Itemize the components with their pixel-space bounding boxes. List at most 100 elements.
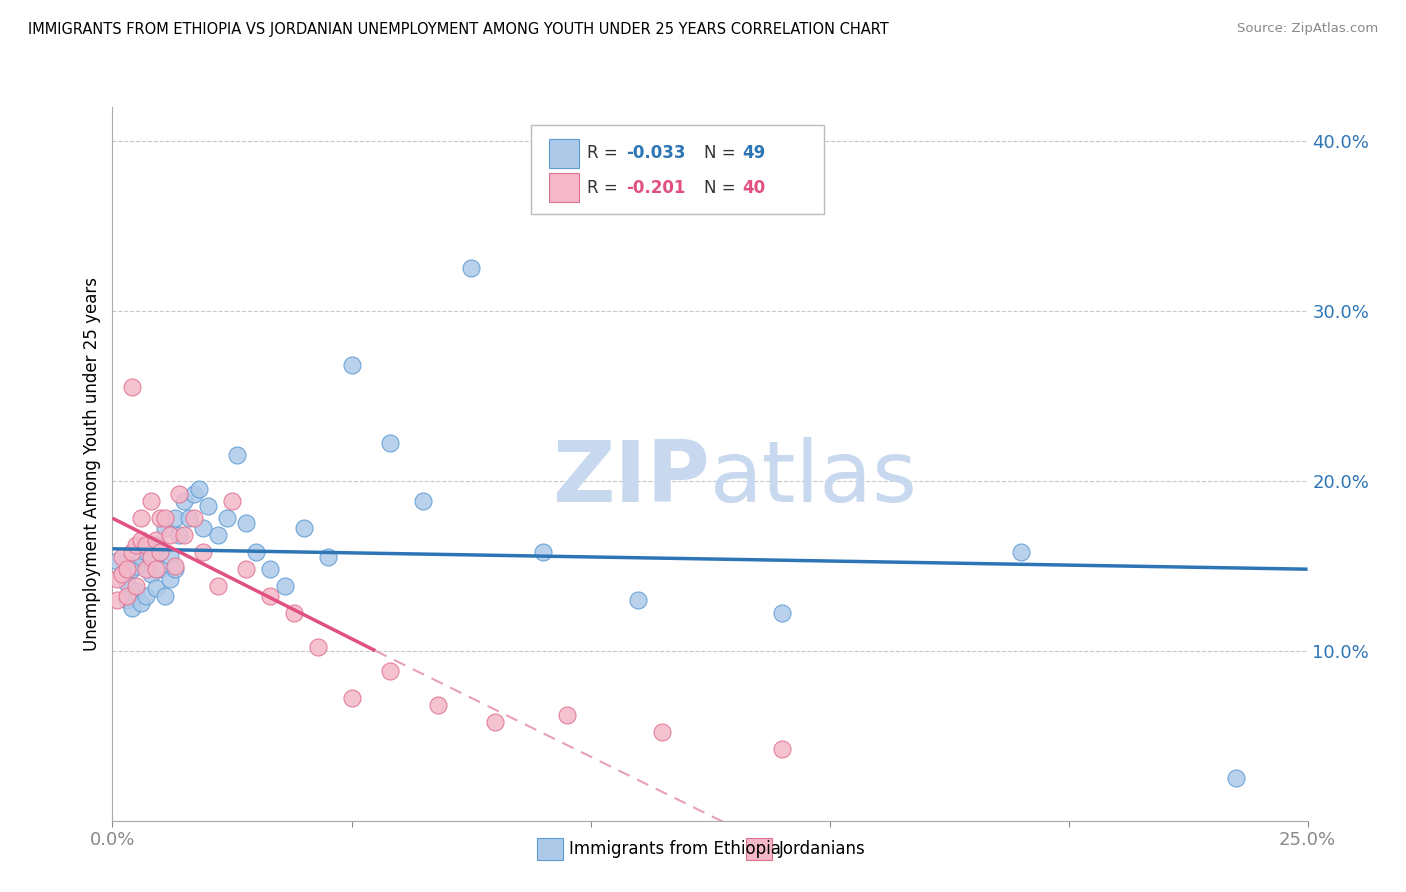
Point (307, 640, 329, 655)
Point (139, 550, 162, 565)
Point (115, 592, 138, 607)
Point (207, 579, 229, 593)
Point (159, 573, 181, 587)
Point (145, 581, 167, 595)
Point (163, 562, 186, 576)
Point (316, 550, 339, 565)
Point (135, 538, 157, 552)
Point (105, 573, 128, 587)
Point (225, 448, 247, 462)
Text: -0.201: -0.201 (626, 178, 686, 196)
Point (555, 708, 578, 723)
Point (111, 567, 134, 582)
Point (259, 562, 281, 576)
Point (149, 511, 172, 525)
Point (115, 590, 138, 604)
Point (340, 359, 363, 373)
Point (145, 562, 167, 576)
Point (187, 483, 209, 497)
Text: IMMIGRANTS FROM ETHIOPIA VS JORDANIAN UNEMPLOYMENT AMONG YOUTH UNDER 25 YEARS CO: IMMIGRANTS FROM ETHIOPIA VS JORDANIAN UN… (28, 22, 889, 37)
Point (125, 584, 148, 599)
Point (412, 494, 434, 508)
Point (378, 664, 401, 678)
Point (111, 550, 134, 565)
Point (145, 533, 167, 548)
Bar (747, 838, 772, 860)
Text: atlas: atlas (710, 436, 918, 520)
Point (105, 554, 128, 568)
Point (340, 691, 363, 706)
Point (139, 494, 162, 508)
Point (135, 590, 157, 604)
Text: 49: 49 (742, 145, 765, 162)
Point (651, 725, 673, 739)
Point (378, 436, 401, 450)
Point (183, 487, 205, 501)
Point (145, 538, 167, 552)
Text: -0.033: -0.033 (626, 145, 686, 162)
Point (129, 533, 152, 548)
Point (149, 562, 172, 576)
Point (169, 487, 191, 501)
Point (149, 545, 172, 559)
Point (217, 511, 239, 525)
Point (139, 550, 162, 565)
Point (115, 562, 138, 576)
Point (1225, 771, 1247, 785)
Point (139, 567, 162, 582)
Text: N =: N = (704, 145, 741, 162)
Bar (537, 838, 562, 860)
Point (173, 494, 195, 508)
Point (105, 592, 128, 607)
Point (197, 500, 219, 514)
Point (115, 575, 138, 590)
Bar (548, 173, 579, 202)
Point (149, 545, 172, 559)
Point (169, 528, 191, 542)
Point (153, 521, 176, 535)
Point (125, 579, 148, 593)
Text: R =: R = (586, 145, 623, 162)
Point (207, 528, 229, 542)
Point (121, 562, 143, 576)
Point (163, 558, 186, 573)
Point (129, 511, 152, 525)
Point (245, 545, 267, 559)
Point (283, 607, 305, 621)
Point (426, 698, 449, 712)
Point (183, 511, 205, 525)
Point (135, 562, 157, 576)
Point (460, 261, 482, 276)
Text: R =: R = (586, 178, 623, 196)
Point (121, 601, 143, 615)
Point (125, 538, 148, 552)
Point (531, 545, 554, 559)
Y-axis label: Unemployment Among Youth under 25 years: Unemployment Among Youth under 25 years (83, 277, 101, 651)
Point (273, 579, 295, 593)
Point (153, 511, 176, 525)
Point (177, 511, 200, 525)
Point (627, 592, 650, 607)
Point (770, 607, 793, 621)
Text: ZIP: ZIP (553, 436, 710, 520)
FancyBboxPatch shape (531, 125, 824, 214)
Point (129, 550, 152, 565)
Text: Jordanians: Jordanians (779, 840, 866, 858)
Point (135, 545, 157, 559)
Text: Source: ZipAtlas.com: Source: ZipAtlas.com (1237, 22, 1378, 36)
Point (159, 528, 181, 542)
Point (193, 545, 215, 559)
Point (129, 596, 152, 610)
Point (121, 545, 143, 559)
Point (125, 558, 148, 573)
Point (153, 590, 176, 604)
Point (111, 567, 134, 582)
Text: 40: 40 (742, 178, 765, 196)
Point (484, 715, 506, 730)
Point (121, 380, 143, 394)
Point (221, 494, 243, 508)
Text: N =: N = (704, 178, 741, 196)
Point (259, 590, 281, 604)
Text: Immigrants from Ethiopia: Immigrants from Ethiopia (569, 840, 780, 858)
Bar (548, 139, 579, 168)
